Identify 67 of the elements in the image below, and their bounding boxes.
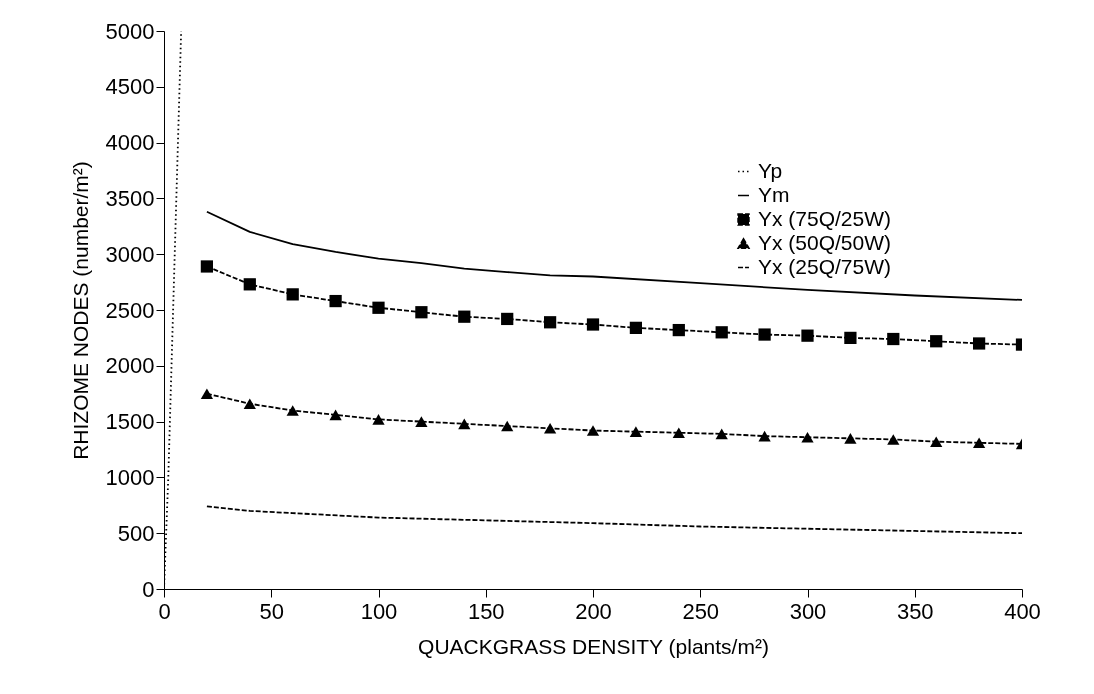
line-series bbox=[206, 505, 1022, 535]
x-tick-label: 300 bbox=[789, 598, 827, 624]
point bbox=[758, 328, 771, 341]
x-tick-label: 200 bbox=[575, 598, 612, 624]
point bbox=[972, 337, 986, 350]
point bbox=[543, 422, 557, 434]
point bbox=[887, 434, 900, 445]
point bbox=[629, 321, 643, 334]
point bbox=[329, 409, 342, 421]
legend-label: Yx (25Q/75W) bbox=[758, 254, 892, 278]
point bbox=[329, 294, 342, 308]
y-tick-label: 5000 bbox=[105, 18, 155, 44]
y-tick-label: 3000 bbox=[105, 241, 155, 267]
y-tick-label: 4500 bbox=[105, 74, 155, 100]
point bbox=[586, 425, 600, 436]
point bbox=[415, 306, 428, 319]
y-tick-label: 2000 bbox=[105, 353, 155, 379]
point bbox=[372, 414, 385, 425]
point bbox=[586, 318, 600, 331]
point bbox=[200, 260, 214, 273]
y-tick-label: 3500 bbox=[105, 185, 155, 211]
point bbox=[286, 288, 299, 301]
y-tick-label: 4000 bbox=[105, 130, 155, 156]
point bbox=[629, 426, 643, 437]
point bbox=[801, 431, 814, 443]
point bbox=[972, 437, 986, 449]
x-tick-label: 400 bbox=[1004, 598, 1041, 624]
x-tick-label: 150 bbox=[467, 598, 505, 624]
y-tick-label: 1500 bbox=[105, 409, 155, 435]
point bbox=[458, 418, 471, 430]
point bbox=[543, 316, 557, 329]
legend-label: Yx (75Q/25W) bbox=[758, 206, 892, 230]
legend-label: Yx (50Q/50W) bbox=[758, 230, 892, 254]
x-tick-label: 50 bbox=[259, 598, 284, 624]
y-tick-label: 0 bbox=[142, 576, 155, 602]
x-tick-label: 0 bbox=[158, 598, 171, 624]
point bbox=[501, 312, 514, 326]
legend-label: Ym bbox=[758, 182, 790, 206]
point bbox=[286, 405, 299, 416]
y-axis-title: RHIZOME NODES (number/m²) bbox=[68, 161, 92, 460]
legend-label: Yp bbox=[758, 158, 783, 182]
line-series bbox=[206, 210, 1022, 301]
point bbox=[243, 398, 256, 410]
y-tick-label: 1000 bbox=[105, 464, 155, 490]
point bbox=[930, 436, 943, 447]
point bbox=[243, 278, 256, 291]
point bbox=[930, 335, 943, 348]
point bbox=[844, 433, 857, 444]
point bbox=[672, 323, 685, 337]
x-tick-label: 100 bbox=[360, 598, 398, 624]
point bbox=[844, 331, 857, 345]
point bbox=[715, 428, 728, 440]
x-tick-label: 350 bbox=[896, 598, 934, 624]
point bbox=[415, 416, 428, 427]
y-tick-label: 2500 bbox=[105, 297, 155, 323]
point bbox=[801, 329, 814, 342]
x-axis-title: QUACKGRASS DENSITY (plants/m²) bbox=[418, 634, 769, 658]
point bbox=[887, 332, 900, 346]
point bbox=[672, 427, 685, 439]
point bbox=[715, 326, 728, 339]
x-tick-label: 250 bbox=[682, 598, 720, 624]
point bbox=[501, 420, 514, 432]
y-tick-label: 500 bbox=[117, 520, 155, 546]
point bbox=[458, 310, 471, 323]
point bbox=[372, 301, 385, 314]
point bbox=[758, 430, 771, 442]
point bbox=[200, 388, 214, 399]
